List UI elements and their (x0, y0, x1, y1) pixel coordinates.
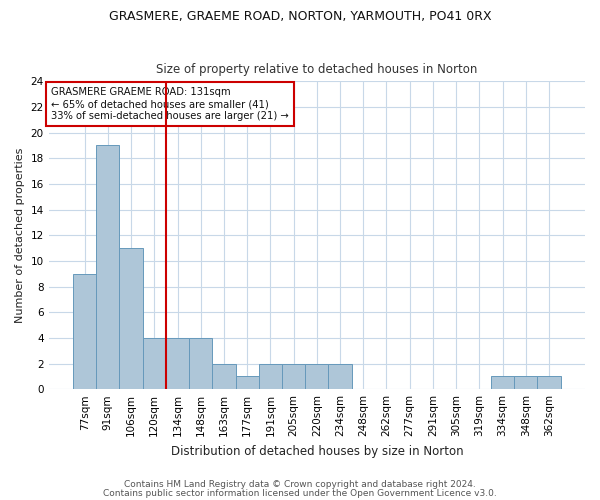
Bar (282, 364, 305, 389)
Bar (538, 376, 560, 389)
X-axis label: Distribution of detached houses by size in Norton: Distribution of detached houses by size … (170, 444, 463, 458)
Bar (328, 364, 352, 389)
Bar (143, 338, 166, 389)
Bar (236, 376, 259, 389)
Bar (212, 364, 236, 389)
Bar (73, 274, 96, 389)
Text: Contains public sector information licensed under the Open Government Licence v3: Contains public sector information licen… (103, 489, 497, 498)
Bar (96, 146, 119, 389)
Text: GRASMERE, GRAEME ROAD, NORTON, YARMOUTH, PO41 0RX: GRASMERE, GRAEME ROAD, NORTON, YARMOUTH,… (109, 10, 491, 23)
Text: Contains HM Land Registry data © Crown copyright and database right 2024.: Contains HM Land Registry data © Crown c… (124, 480, 476, 489)
Bar (119, 248, 143, 389)
Bar (514, 376, 538, 389)
Text: GRASMERE GRAEME ROAD: 131sqm
← 65% of detached houses are smaller (41)
33% of se: GRASMERE GRAEME ROAD: 131sqm ← 65% of de… (52, 88, 289, 120)
Bar (491, 376, 514, 389)
Bar (305, 364, 328, 389)
Y-axis label: Number of detached properties: Number of detached properties (15, 148, 25, 323)
Bar (189, 338, 212, 389)
Title: Size of property relative to detached houses in Norton: Size of property relative to detached ho… (156, 63, 478, 76)
Bar (166, 338, 189, 389)
Bar (259, 364, 282, 389)
